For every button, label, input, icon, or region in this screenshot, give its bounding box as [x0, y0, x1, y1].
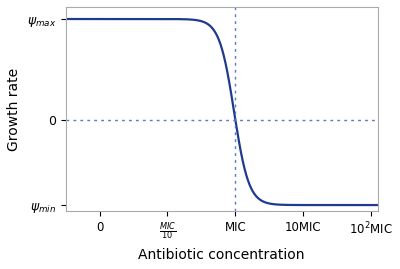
X-axis label: Antibiotic concentration: Antibiotic concentration [138, 248, 305, 262]
Y-axis label: Growth rate: Growth rate [7, 68, 21, 151]
